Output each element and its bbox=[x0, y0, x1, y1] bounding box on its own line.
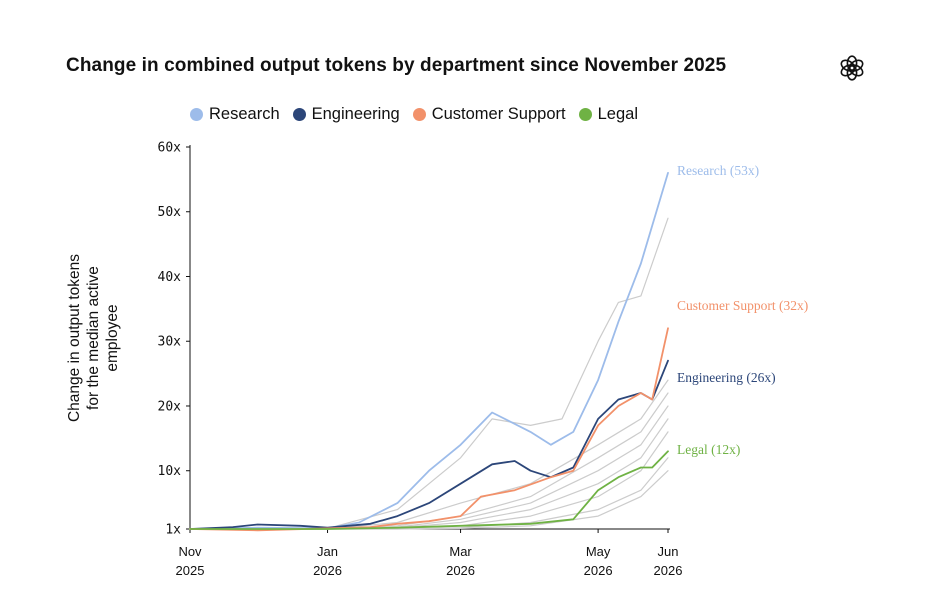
series-line-other bbox=[189, 470, 669, 530]
series-line-other bbox=[189, 217, 669, 530]
y-tick-label: 40x bbox=[158, 270, 182, 285]
legend-swatch-engineering bbox=[292, 108, 306, 121]
series-line-research bbox=[189, 172, 669, 530]
x-tick-label-year: 2026 bbox=[584, 563, 613, 578]
x-tick-label-year: 2026 bbox=[446, 563, 475, 578]
x-tick-label-year: 2026 bbox=[654, 563, 683, 578]
y-tick-label: 1x bbox=[165, 523, 181, 538]
legend-label-legal: Legal bbox=[597, 105, 638, 123]
y-tick-label: 10x bbox=[158, 464, 182, 479]
legend-item-legal: Legal bbox=[578, 105, 638, 124]
series-line-engineering bbox=[189, 359, 669, 530]
end-label-research: Research (53x) bbox=[677, 163, 759, 178]
y-tick-label: 20x bbox=[158, 399, 182, 414]
legend-item-engineering: Engineering bbox=[292, 105, 400, 124]
legend-label-engineering: Engineering bbox=[311, 105, 400, 123]
y-tick-label: 30x bbox=[158, 335, 182, 350]
series-line-other bbox=[189, 392, 669, 530]
x-tick-label-year: 2026 bbox=[313, 563, 342, 578]
y-tick-label: 60x bbox=[158, 141, 182, 156]
legend-label-customer-support: Customer Support bbox=[431, 105, 566, 123]
series-line-legal bbox=[189, 450, 669, 530]
x-tick-label-year: 2025 bbox=[176, 563, 205, 578]
chart-title: Change in combined output tokens by depa… bbox=[66, 55, 727, 76]
legend-label-research: Research bbox=[209, 105, 280, 123]
y-axis-title-line: employee bbox=[104, 304, 121, 371]
legend-swatch-legal bbox=[578, 108, 592, 121]
x-tick-label-month: Nov bbox=[178, 544, 202, 559]
x-tick-label-month: May bbox=[586, 544, 611, 559]
series-line-other bbox=[189, 379, 669, 530]
end-label-legal: Legal (12x) bbox=[677, 442, 740, 457]
y-tick-label: 50x bbox=[158, 205, 182, 220]
x-tick-label-month: Mar bbox=[449, 544, 472, 559]
y-axis-title-line: for the median active bbox=[85, 266, 102, 410]
x-tick-label-month: Jan bbox=[317, 544, 338, 559]
series-line-customer-support bbox=[189, 327, 669, 532]
legend-item-research: Research bbox=[190, 105, 280, 124]
end-label-customer-support: Customer Support (32x) bbox=[677, 298, 808, 313]
end-label-engineering: Engineering (26x) bbox=[677, 370, 776, 385]
x-tick-label-month: Jun bbox=[658, 544, 679, 559]
chart-legend: Research Engineering Customer Support Le… bbox=[190, 105, 651, 124]
legend-swatch-customer-support bbox=[412, 108, 426, 121]
legend-item-customer-support: Customer Support bbox=[412, 105, 566, 124]
legend-swatch-research bbox=[190, 108, 203, 121]
openai-logo-icon bbox=[840, 55, 864, 81]
y-axis-title-line: Change in output tokens bbox=[66, 254, 83, 422]
